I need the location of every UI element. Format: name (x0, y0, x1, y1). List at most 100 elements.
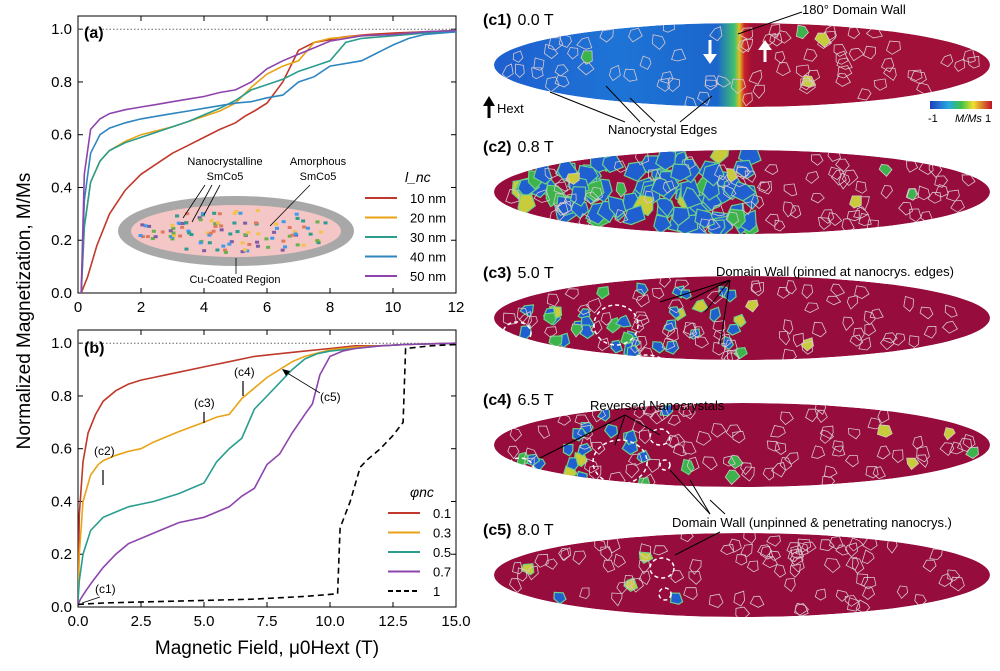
nanocrystal-outline (516, 307, 529, 324)
nanocrystal-outline (756, 181, 771, 192)
nanocrystal-outline (544, 558, 558, 570)
nanocrystal-outline (651, 34, 666, 50)
nanocrystal-outline (803, 48, 818, 62)
sim-label: (c4) 6.5 T (483, 392, 554, 409)
reversed-nanocrystal (691, 298, 709, 313)
nanocrystal-outline (558, 547, 570, 561)
nanocrystal-outline (827, 212, 843, 227)
nanocrystal-outline (662, 180, 675, 194)
nanocrystal-dot (150, 237, 155, 241)
nanocrystal-dot (243, 233, 248, 237)
reversed-nanocrystal (632, 194, 654, 217)
nanocrystal-outline (814, 588, 827, 601)
nanocrystal-outline (784, 452, 799, 465)
nanocrystal-outline (656, 78, 671, 92)
nanocrystal-outline (584, 458, 599, 474)
nanocrystal-outline (943, 427, 956, 441)
nanocrystal-outline (611, 592, 623, 607)
nanocrystal-outline (735, 606, 751, 617)
nanocrystal-dot (207, 241, 212, 245)
nanocrystal-outline (713, 164, 729, 181)
nanocrystal-dot (240, 250, 245, 254)
nanocrystal-outline (683, 156, 696, 170)
nanocrystal-outline (927, 191, 942, 204)
reversed-nanocrystal (709, 150, 730, 165)
nanocrystal-outline (501, 63, 514, 79)
nanocrystal-outline (873, 78, 887, 91)
nanocrystal-outline (574, 414, 590, 426)
nanocrystal-outline (523, 447, 538, 463)
nanocrystal-outline (724, 469, 741, 486)
reversed-nanocrystal (532, 163, 553, 185)
x-tick-label: 15.0 (441, 613, 470, 630)
panel-a-legend: l_nc 10 nm 20 nm 30 nm 40 nm 50 nm (365, 169, 446, 284)
nanocrystal-dot (170, 223, 175, 227)
nanocrystal-outline (919, 306, 934, 320)
nanocrystal-outline (778, 330, 790, 346)
reversed-nanocrystal (553, 591, 567, 605)
reversed-nanocrystal (670, 163, 692, 182)
nanocrystal-outline (861, 549, 875, 565)
inset-amorph-label-1: Amorphous (290, 156, 347, 168)
reversed-nanocrystal (682, 186, 704, 209)
nanocrystal-outline (824, 23, 837, 41)
nanocrystal-dot (213, 222, 218, 226)
nanocrystal-outline (543, 43, 559, 60)
nanocrystal-outline (606, 538, 621, 554)
inset-cu-label: Cu-Coated Region (189, 274, 280, 286)
colorbar-min: -1 (928, 113, 938, 125)
y-tick-label: 0.2 (51, 546, 72, 563)
x-tick-label: 2 (137, 299, 145, 316)
nanocrystal-outline (720, 349, 733, 360)
y-tick-label: 0.8 (51, 388, 72, 405)
nanocrystal-outline (590, 320, 603, 335)
nanocrystal-outline (891, 449, 904, 464)
nanocrystal-outline (544, 167, 559, 180)
nanocrystal-dot (205, 231, 210, 235)
nanocrystal-dot (178, 234, 183, 238)
nanocrystal-dot (281, 220, 286, 224)
nanocrystal-outline (662, 23, 676, 33)
legend-label: 20 nm (410, 211, 446, 226)
nanocrystal-dot (172, 233, 177, 237)
nanocrystal-outline (810, 193, 825, 204)
reversed-nanocrystal (614, 314, 632, 328)
series-line-b-1 (78, 342, 456, 602)
nanocrystal-outline (939, 442, 955, 456)
nanocrystal-outline (817, 216, 831, 231)
nanocrystal-outline (832, 440, 844, 453)
nanocrystal-outline (789, 563, 801, 578)
reversed-nanocrystal (733, 346, 748, 360)
nanocrystal-outline (945, 189, 960, 202)
nanocrystal-dot (287, 226, 292, 230)
nanocrystal-dot (197, 216, 202, 220)
nanocrystal-outline (599, 28, 614, 43)
hext-arrow-icon (483, 96, 495, 118)
nanocrystal-outline (554, 202, 569, 216)
nanocrystal-dot (221, 244, 226, 248)
sim-label-id: (c3) (483, 265, 511, 282)
nanocrystal-outline (639, 429, 651, 445)
sim-panel-1: (c1) 0.0 T (483, 12, 990, 107)
nanocrystal-outline (533, 57, 545, 71)
nanocrystal-outline (704, 79, 717, 91)
nanocrystal-outline (758, 180, 773, 195)
nanocrystal-outline (683, 587, 698, 600)
nanocrystal-dot (253, 221, 258, 225)
nanocrystal-outline (905, 160, 919, 173)
annot-c5: (c5) (320, 390, 341, 404)
reversed-nanocrystal (565, 457, 579, 471)
annot-c1: (c1) (95, 582, 116, 596)
nanocrystal-outline (579, 436, 592, 450)
nanocrystal-outline (579, 587, 590, 600)
colorbar-max: 1 (985, 113, 991, 125)
panel-a-label: (a) (84, 25, 104, 42)
nanocrystal-dot (232, 221, 237, 225)
legend-a-title: l_nc (405, 169, 431, 185)
nanocrystal-outline (576, 36, 593, 50)
nanocrystal-dot (301, 219, 306, 223)
reversed-nanocrystal (636, 449, 652, 464)
nanocrystal-outline (740, 462, 752, 476)
nanocrystal-dot (145, 235, 150, 239)
